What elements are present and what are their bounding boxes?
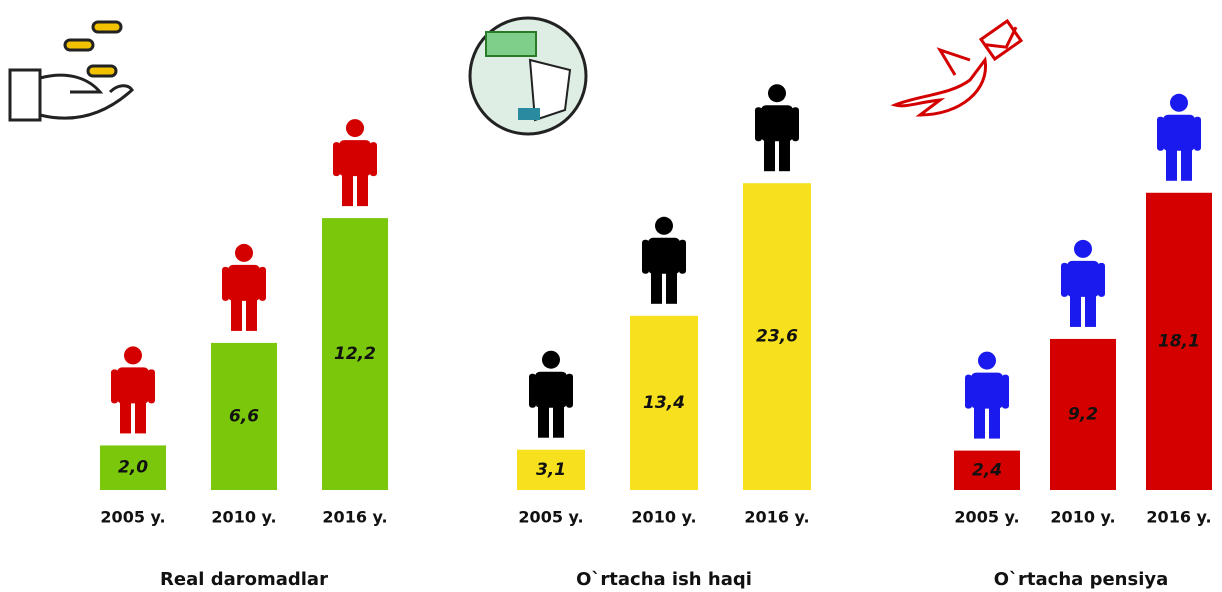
person-icon [755, 84, 799, 171]
value-label: 3,1 [536, 460, 566, 480]
person-arm [965, 375, 972, 409]
person-arm [148, 369, 155, 403]
person-head [235, 244, 253, 262]
person-torso [535, 372, 567, 408]
person-arm [259, 267, 266, 301]
person-leg [538, 404, 549, 438]
value-label: 2,4 [972, 460, 1002, 480]
person-leg [989, 405, 1000, 439]
person-icon [529, 351, 573, 438]
chart-title: O`rtacha pensiya [994, 569, 1169, 590]
person-leg [231, 297, 242, 331]
person-leg [764, 137, 775, 171]
value-label: 12,2 [334, 344, 376, 364]
person-arm [566, 374, 573, 408]
person-torso [1067, 261, 1099, 297]
person-leg [974, 405, 985, 439]
x-tick-label: 2005 y. [518, 508, 583, 527]
person-leg [779, 137, 790, 171]
person-torso [1163, 115, 1195, 151]
person-torso [117, 367, 149, 403]
person-head [655, 217, 673, 235]
person-leg [357, 172, 368, 206]
person-arm [1157, 117, 1164, 151]
person-head [124, 346, 142, 364]
money-hand-icon [470, 18, 586, 134]
person-icon [1157, 94, 1201, 181]
person-arm [1194, 117, 1201, 151]
person-leg [135, 399, 146, 433]
mail-bird-icon [895, 21, 1021, 115]
person-torso [761, 105, 793, 141]
person-head [1074, 240, 1092, 258]
person-arm [642, 240, 649, 274]
person-icon [965, 352, 1009, 439]
person-leg [1166, 147, 1177, 181]
person-head [978, 352, 996, 370]
person-head [542, 351, 560, 369]
person-torso [339, 140, 371, 176]
x-tick-label: 2016 y. [1146, 508, 1211, 527]
infographic: 2,0 2005 y. 6,6 2010 y. 12,2 2016 y. Real daro… [0, 0, 1222, 592]
x-tick-label: 2005 y. [100, 508, 165, 527]
person-arm [370, 142, 377, 176]
person-leg [1070, 293, 1081, 327]
person-arm [1098, 263, 1105, 297]
x-tick-label: 2016 y. [744, 508, 809, 527]
person-leg [1181, 147, 1192, 181]
x-tick-label: 2016 y. [322, 508, 387, 527]
person-torso [648, 238, 680, 274]
person-arm [679, 240, 686, 274]
person-icon [111, 346, 155, 433]
person-icon [222, 244, 266, 331]
x-tick-label: 2005 y. [954, 508, 1019, 527]
person-leg [553, 404, 564, 438]
person-icon [642, 217, 686, 304]
person-arm [755, 107, 762, 141]
person-leg [246, 297, 257, 331]
person-arm [529, 374, 536, 408]
chart-title: O`rtacha ish haqi [576, 569, 752, 590]
person-arm [111, 369, 118, 403]
x-tick-label: 2010 y. [1050, 508, 1115, 527]
x-tick-label: 2010 y. [211, 508, 276, 527]
value-label: 18,1 [1158, 331, 1200, 351]
person-head [1170, 94, 1188, 112]
value-label: 13,4 [643, 393, 685, 413]
person-leg [120, 399, 131, 433]
person-icon [333, 119, 377, 206]
person-arm [1061, 263, 1068, 297]
person-arm [222, 267, 229, 301]
person-leg [342, 172, 353, 206]
value-label: 9,2 [1068, 404, 1098, 424]
value-label: 23,6 [756, 327, 798, 347]
person-leg [666, 270, 677, 304]
person-leg [1085, 293, 1096, 327]
chart-title: Real daromadlar [160, 569, 328, 590]
person-torso [228, 265, 260, 301]
person-head [768, 84, 786, 102]
person-leg [651, 270, 662, 304]
person-torso [971, 373, 1003, 409]
person-arm [792, 107, 799, 141]
x-tick-label: 2010 y. [631, 508, 696, 527]
hand-coins-icon [10, 22, 132, 120]
value-label: 2,0 [118, 458, 148, 478]
value-label: 6,6 [229, 406, 259, 426]
person-icon [1061, 240, 1105, 327]
person-arm [333, 142, 340, 176]
person-head [346, 119, 364, 137]
person-arm [1002, 375, 1009, 409]
